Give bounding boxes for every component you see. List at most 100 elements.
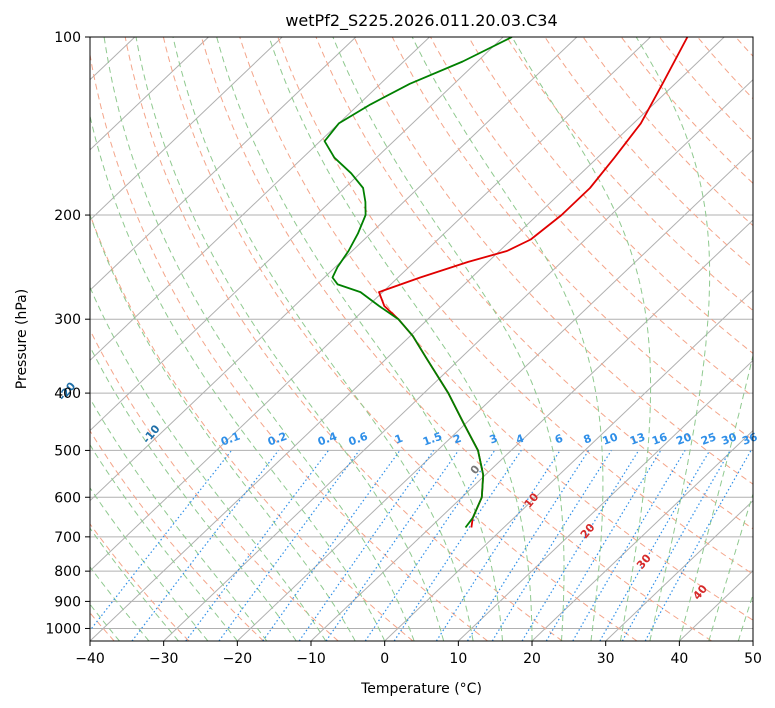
- mixing-ratio-label: 10: [601, 430, 620, 448]
- isotherm-line: [90, 37, 209, 151]
- plot-background-lines: [90, 37, 753, 641]
- y-axis-title: Pressure (hPa): [14, 289, 30, 389]
- x-tick-label: −40: [75, 651, 105, 667]
- mixing-ratio-line: [466, 450, 590, 641]
- mixing-ratio-label: 16: [650, 430, 669, 448]
- isotherm-line: [90, 37, 357, 291]
- mixing-ratio-line: [521, 450, 640, 641]
- mixing-ratio-line: [298, 450, 435, 641]
- mixing-ratio-label: 0.1: [219, 430, 242, 449]
- mixing-ratio-line: [131, 450, 279, 641]
- mixing-ratio-line: [218, 450, 360, 641]
- moist-adiabat-line: [90, 443, 238, 641]
- dry-adiabat-line: [90, 523, 190, 641]
- y-tick-label: 500: [54, 443, 81, 459]
- dry-adiabat-line: [90, 213, 414, 641]
- x-tick-label: −30: [149, 651, 179, 667]
- x-tick-label: 40: [670, 651, 688, 667]
- dry-adiabat-line: [201, 37, 712, 641]
- mixing-ratio-line: [435, 450, 561, 641]
- dry-adiabat-line: [506, 37, 753, 312]
- isotherm-line: [90, 37, 283, 221]
- y-tick-label: 100: [54, 30, 81, 46]
- moist-adiabat-line: [511, 37, 652, 641]
- moist-adiabat-line: [708, 492, 753, 641]
- isotherm-line: [90, 37, 725, 641]
- dry-adiabat-line: [659, 37, 753, 142]
- moist-adiabat-line: [90, 397, 268, 641]
- mixing-ratio-label: 0.6: [347, 430, 370, 449]
- moist-adiabat-line: [216, 37, 504, 641]
- mixing-ratio-line: [572, 450, 686, 641]
- mixing-ratio-line: [325, 450, 459, 641]
- moist-adiabat-line: [678, 353, 753, 641]
- y-tick-label: 900: [54, 594, 81, 610]
- isotherm-line: [90, 37, 651, 572]
- isotherm-line: [90, 37, 504, 432]
- plot-data-series: [323, 37, 689, 529]
- moist-adiabat-line: [103, 37, 415, 641]
- x-tick-label: 30: [597, 651, 615, 667]
- mixing-ratio-label: 8: [582, 432, 594, 447]
- moist-adiabat-line: [268, 37, 533, 641]
- x-axis: −40 −30 −20 −10 0 10 20 30 40 50: [75, 641, 762, 667]
- mixing-ratio-label: 1: [393, 432, 405, 447]
- moist-adiabat-line: [90, 213, 356, 641]
- moist-adiabat-line: [411, 37, 604, 641]
- x-tick-label: 50: [744, 651, 762, 667]
- moist-adiabat-line: [172, 37, 474, 641]
- mixing-ratio-label: 2: [451, 432, 463, 447]
- mixing-ratio-line: [491, 450, 612, 641]
- dry-adiabat-line: [124, 37, 563, 641]
- chart-title: wetPf2_S225.2026.011.20.03.C34: [285, 11, 557, 31]
- dry-adiabat-line: [315, 37, 753, 530]
- dry-adiabat-line: [544, 37, 753, 269]
- dry-adiabat-line: [468, 37, 753, 354]
- isotherm-line: [90, 37, 578, 502]
- x-tick-label: −20: [223, 651, 253, 667]
- isotherm-line: [90, 37, 430, 362]
- moist-adiabat-line: [332, 37, 565, 641]
- x-tick-label: 0: [380, 651, 389, 667]
- isotherm-line: [163, 79, 753, 641]
- mixing-ratio-label: 36: [740, 430, 759, 448]
- dry-adiabat-line: [430, 37, 753, 398]
- mixing-ratio-label: 3: [488, 432, 500, 447]
- moist-adiabat-line: [635, 37, 711, 641]
- isotherm-line: [605, 500, 753, 641]
- sounding-series-line-2: [323, 37, 513, 529]
- line-labels: -100-90-80-70-60-50-40-30-20-100.10.20.4…: [0, 337, 760, 603]
- moist-adiabat-line: [90, 114, 386, 641]
- mixing-ratio-label: 4: [514, 432, 526, 447]
- mixing-ratio-line: [621, 450, 731, 641]
- mixing-ratio-label: 25: [699, 430, 718, 447]
- moist-adiabat-line: [90, 286, 327, 641]
- dry-adiabat-line: [162, 37, 638, 641]
- moist-adiabat-line: [90, 345, 297, 641]
- moist-adiabat-line: [90, 527, 179, 641]
- mixing-ratio-line: [90, 450, 233, 632]
- dry-adiabat-line: [90, 52, 488, 641]
- mixing-ratio-line: [644, 450, 752, 641]
- x-tick-label: −10: [296, 651, 326, 667]
- isotherm-line: [531, 429, 753, 641]
- mixing-ratio-label: 20: [674, 430, 693, 448]
- dry-adiabat-line: [90, 328, 339, 641]
- mixing-ratio-label: 0.2: [266, 430, 289, 449]
- moist-adiabat-line: [135, 37, 445, 641]
- y-tick-label: 400: [54, 386, 81, 402]
- moist-adiabat-line: [737, 593, 753, 641]
- y-tick-label: 800: [54, 564, 81, 580]
- x-tick-label: 10: [449, 651, 467, 667]
- mixing-ratio-label: 0.4: [316, 430, 339, 449]
- dry-adiabat-line: [620, 37, 753, 184]
- isotherm-line: [236, 149, 753, 641]
- y-tick-label: 200: [54, 208, 81, 224]
- y-tick-label: 700: [54, 530, 81, 546]
- y-tick-label: 600: [54, 490, 81, 506]
- x-tick-label: 20: [523, 651, 541, 667]
- dry-adiabat-line: [353, 37, 753, 485]
- isotherm-line: [384, 289, 753, 641]
